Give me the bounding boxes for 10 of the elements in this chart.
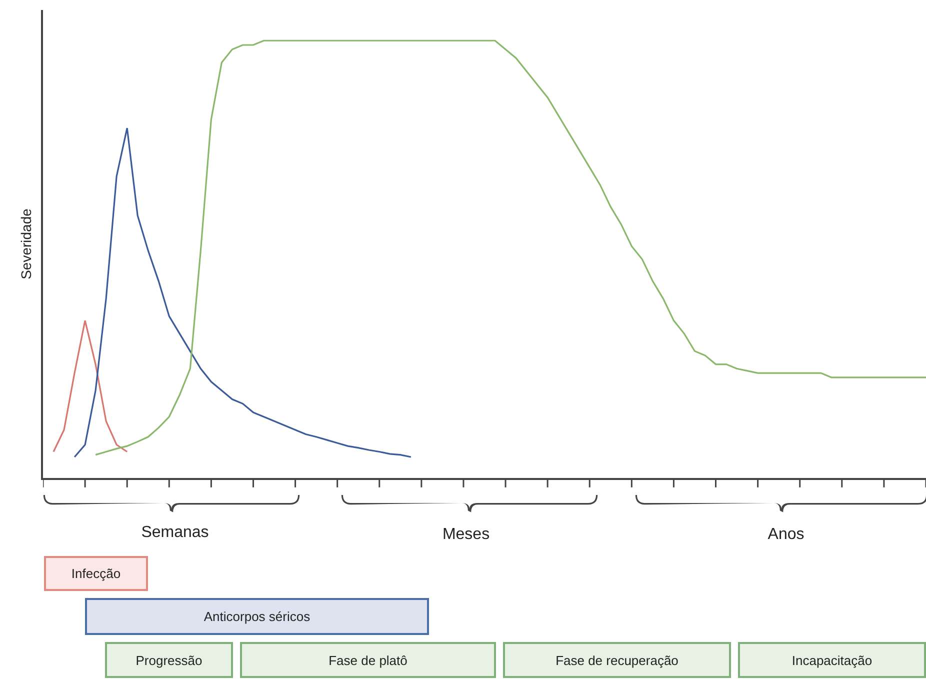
text: Fase de platô [240,642,496,678]
text: Semanas [141,524,209,542]
text: Anticorpos séricos [85,598,429,635]
text: Fase de recuperação [503,642,731,678]
text: Incapacitação [738,642,926,678]
text: Anos [768,526,804,544]
text: Progressão [105,642,233,678]
text: Infecção [44,556,148,591]
y-axis-title: Severidade [18,208,34,280]
text: Meses [442,526,490,544]
